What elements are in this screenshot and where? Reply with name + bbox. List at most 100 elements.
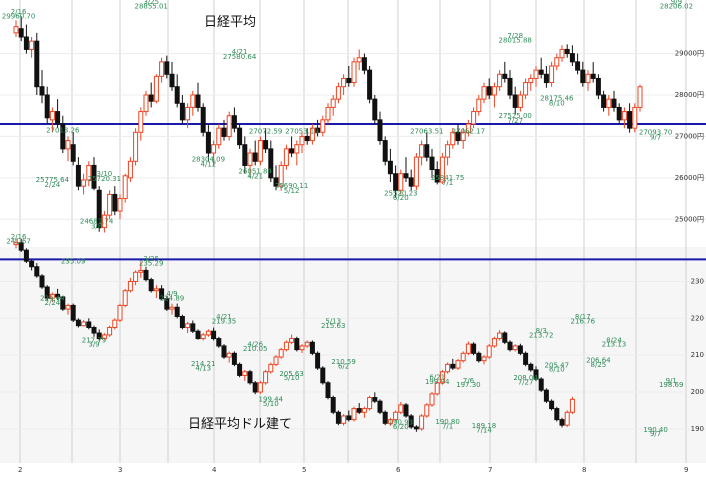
annotation-label: 7/6 (463, 377, 475, 385)
dollar-candle-body (361, 408, 367, 413)
nikkei-candle-body (289, 148, 295, 154)
nikkei-candle-body (153, 75, 159, 102)
nikkei-candle-body (169, 73, 175, 88)
dollar-candle-body (247, 371, 253, 384)
nikkei-candle-body (372, 98, 378, 121)
dollar-candle-body (341, 415, 347, 424)
dollar-candle-body (439, 371, 445, 384)
nikkei-candle-body (382, 140, 388, 162)
month-tick-label: 4 (212, 466, 217, 474)
y-tick-label: 200 (691, 388, 704, 396)
nikkei-candle-body (424, 144, 430, 158)
nikkei-candle-body (112, 193, 118, 212)
annotation-label: 6/20 (393, 194, 409, 202)
dollar-candle-body (335, 411, 341, 424)
annotation-label: 3/25 (143, 255, 159, 263)
dollar-candle-body (159, 288, 165, 300)
dollar-candle-body (549, 400, 555, 410)
dollar-candle-body (554, 408, 560, 421)
dollar-candle-body (429, 393, 435, 406)
annotation-label: 199.94 (425, 378, 450, 386)
annotation-label: 224.44 (40, 295, 65, 303)
dollar-candle-body (75, 319, 81, 327)
dollar-candle-body (242, 371, 248, 376)
dollar-candle-body (127, 280, 133, 292)
dollar-candle-body (268, 363, 274, 373)
nikkei-candle-body (528, 77, 534, 84)
annotation-label: 190.80 (435, 418, 460, 426)
nikkei-candle-body (304, 135, 310, 142)
dollar-candle-body (398, 404, 404, 413)
month-tick-label: 5 (302, 466, 306, 474)
dollar-candle-body (257, 382, 263, 393)
annotation-label: 27072.59 (249, 128, 282, 136)
nikkei-candle-body (148, 94, 154, 102)
dollar-candle-body (538, 378, 544, 391)
annotation-label: 25841.75 (431, 174, 464, 182)
month-tick-label: 7 (488, 466, 492, 474)
annotation-label: 3/25 (143, 0, 159, 6)
nikkei-candle-body (247, 152, 253, 166)
annotation-label: 7/27 (507, 117, 523, 125)
nikkei-candle-body (471, 111, 477, 125)
nikkei-candle-body (185, 106, 191, 121)
dollar-candle-body (471, 343, 477, 354)
dollar-candle-body (13, 242, 19, 246)
dollar-candle-body (356, 408, 362, 413)
annotation-label: 7/1 (442, 179, 453, 187)
nikkei-candle-body (44, 94, 50, 119)
y-tick-label: 230 (691, 277, 704, 285)
nikkei-candle-body (268, 148, 274, 179)
dollar-candle-body (133, 271, 139, 282)
dollar-candle-body (174, 306, 180, 317)
nikkei-candle-body (356, 57, 362, 63)
annotation-label: 3/10 (97, 170, 113, 178)
annotation-label: 208.04 (513, 374, 538, 382)
annotation-label: 213.13 (602, 341, 627, 349)
nikkei-candle-body (283, 148, 289, 166)
nikkei-candle-body (60, 123, 66, 150)
nikkei-candle-body (18, 28, 24, 38)
dollar-candle-body (81, 321, 87, 327)
nikkei-candle-body (231, 115, 237, 129)
nikkei-candle-body (569, 53, 575, 63)
nikkei-candle-body (512, 94, 518, 108)
month-tick-label: 6 (396, 466, 401, 474)
annotation-label: 26051.84 (238, 168, 272, 176)
nikkei-candle-body (595, 77, 601, 96)
annotation-label: 8/17 (575, 313, 591, 321)
annotation-label: 4/9 (166, 290, 177, 298)
nikkei-candle-body (164, 61, 170, 75)
annotation-label: 4/21 (232, 48, 248, 56)
dollar-candle-body (49, 293, 55, 299)
annotation-label: 210.59 (331, 358, 356, 366)
dollar-candle-body (465, 343, 471, 354)
annotation-label: 6/21 (429, 373, 445, 381)
annotation-label: 9/7 (650, 430, 661, 438)
nikkei-candle-body (346, 77, 352, 84)
annotation-label: 6/20 (393, 423, 409, 431)
dollar-candle-body (112, 319, 118, 329)
dollar-candle-body (278, 349, 284, 358)
dollar-candle-body (55, 293, 61, 298)
annotation-label: 241.67 (6, 238, 31, 246)
dollar-candle-body (153, 288, 159, 292)
dollar-candle-body (351, 408, 357, 421)
dollar-candle-body (148, 279, 154, 292)
annotation-label: 8/24 (606, 336, 622, 344)
annotation-label: 206.64 (586, 357, 611, 365)
annotation-label: 28206.02 (660, 2, 693, 10)
dollar-candle-body (523, 352, 529, 365)
dollar-candle-body (205, 330, 211, 336)
nikkei-candle-body (127, 160, 133, 179)
nikkei-candle-body (601, 94, 607, 108)
nikkei-candle-body (491, 86, 497, 96)
annotation-label: 216.76 (571, 317, 596, 325)
annotation-label: 8/10 (549, 366, 565, 374)
dollar-candle-body (367, 397, 373, 410)
dollar-candle-body (211, 330, 217, 340)
annotation-label: 28175.46 (540, 94, 574, 102)
dollar-candle-body (263, 371, 269, 384)
nikkei-candle-body (398, 173, 404, 191)
